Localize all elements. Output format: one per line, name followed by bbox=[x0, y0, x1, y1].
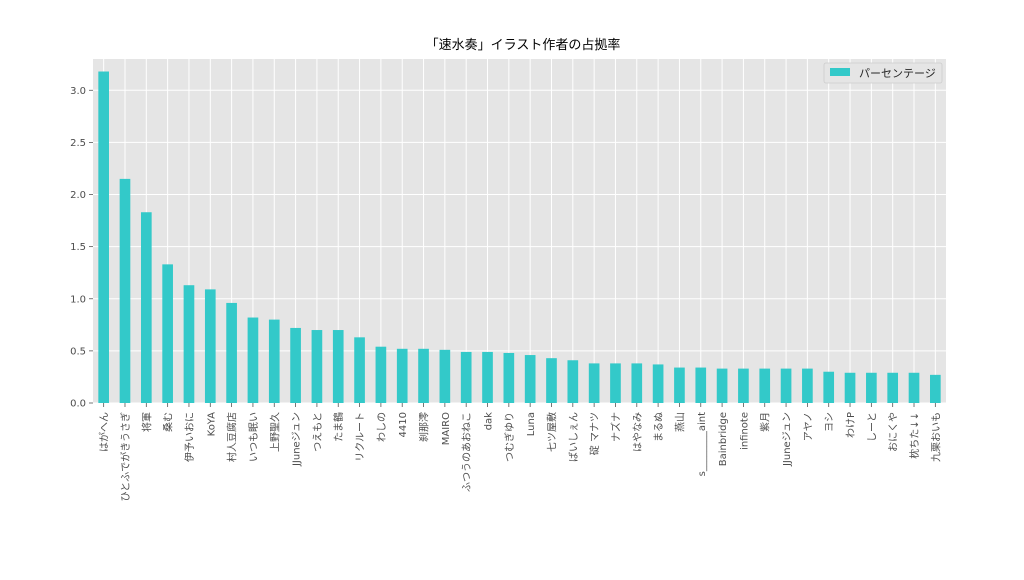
bar bbox=[162, 264, 173, 403]
bar bbox=[396, 348, 408, 403]
bar bbox=[204, 289, 216, 403]
legend: パーセンテージ bbox=[823, 62, 943, 84]
x-tick-label: しーと bbox=[866, 412, 878, 442]
bar bbox=[268, 319, 280, 403]
y-axis-ticks: 0.0 0.5 1.0 1.5 2.0 2.5 3.0 bbox=[70, 86, 93, 410]
x-tick-label: たま鶴 bbox=[332, 412, 345, 442]
x-tick-label: ヨシ bbox=[825, 412, 836, 432]
y-tick-label: 1.5 bbox=[70, 242, 86, 253]
x-tick-label: アヤノ bbox=[803, 412, 814, 441]
bar bbox=[695, 367, 707, 403]
bar bbox=[524, 355, 536, 403]
x-tick-label: 紫月 bbox=[760, 412, 772, 432]
bar bbox=[802, 368, 813, 403]
y-tick-label: 0.0 bbox=[70, 399, 86, 410]
x-tick-label: わしの bbox=[376, 412, 388, 442]
x-tick-label: ふつうのあおねこ bbox=[461, 412, 473, 492]
x-tick-label: s________aint bbox=[697, 412, 708, 476]
bar bbox=[546, 358, 557, 403]
bar bbox=[823, 371, 835, 403]
x-tick-label: 燕山 bbox=[674, 412, 686, 432]
bar bbox=[439, 349, 451, 403]
bar bbox=[98, 71, 109, 403]
x-tick-label: 4410 bbox=[398, 412, 409, 437]
bar bbox=[844, 372, 856, 403]
legend-box bbox=[823, 62, 943, 84]
y-tick-label: 2.0 bbox=[70, 190, 86, 201]
bar bbox=[226, 302, 237, 403]
bar bbox=[674, 367, 685, 403]
bar bbox=[588, 363, 600, 403]
bar bbox=[887, 372, 899, 403]
y-tick-label: 2.5 bbox=[70, 138, 86, 149]
x-tick-label: 上野聖久 bbox=[269, 412, 281, 452]
y-tick-label: 0.5 bbox=[70, 346, 86, 357]
x-tick-label: ひとふでがきうさぎ bbox=[119, 412, 132, 502]
x-tick-label: Luna bbox=[526, 412, 537, 436]
bar bbox=[332, 330, 344, 403]
y-tick-label: 3.0 bbox=[70, 86, 86, 97]
x-tick-label: 碇 マナツ bbox=[588, 412, 601, 455]
legend-label: パーセンテージ bbox=[859, 67, 936, 80]
x-tick-label: いつも眠い bbox=[248, 412, 260, 462]
x-tick-label: 村人豆腐店 bbox=[226, 412, 239, 462]
bar bbox=[866, 372, 877, 403]
bar bbox=[460, 351, 472, 403]
bar bbox=[738, 368, 749, 403]
x-tick-label: 桑む bbox=[163, 412, 175, 432]
bar bbox=[119, 178, 131, 403]
bar bbox=[140, 212, 152, 403]
x-tick-label: はがへん bbox=[98, 412, 111, 452]
plot-area bbox=[93, 59, 946, 403]
x-tick-label: JJuneジュン bbox=[292, 412, 303, 467]
bar bbox=[652, 364, 664, 403]
bar bbox=[311, 330, 323, 403]
bars bbox=[98, 71, 941, 403]
bar bbox=[567, 360, 579, 403]
x-tick-label: わけP bbox=[845, 412, 857, 438]
x-tick-label: まるぬ bbox=[653, 412, 665, 442]
x-tick-label: dak bbox=[484, 412, 495, 430]
bar bbox=[503, 352, 515, 403]
bar bbox=[418, 348, 429, 403]
x-tick-label: はやなみ bbox=[632, 412, 644, 452]
x-tick-label: 枕ちた↓↓ bbox=[908, 412, 921, 459]
x-tick-label: ナズナ bbox=[609, 412, 622, 442]
bar bbox=[183, 285, 195, 403]
bar bbox=[375, 346, 387, 403]
chart-title: 「速水奏」イラスト作者の占拠率 bbox=[426, 37, 621, 53]
bar bbox=[610, 363, 621, 403]
bar bbox=[247, 317, 259, 403]
x-tick-label: つむぎゆり bbox=[503, 412, 516, 462]
x-tick-label: KoYA bbox=[206, 412, 217, 437]
bar bbox=[908, 372, 920, 403]
bar bbox=[716, 368, 728, 403]
x-tick-label: MAIRO bbox=[441, 412, 452, 445]
x-tick-label: Bainbridge bbox=[718, 412, 729, 466]
x-axis-ticks: はがへん ひとふでがきうさぎ 将軍 桑む 伊予いおに KoYA 村人豆腐店 いつも眠い 上野聖久… bbox=[98, 403, 942, 502]
bar bbox=[780, 368, 792, 403]
x-tick-label: おにくや bbox=[888, 412, 900, 452]
x-tick-label: 九栗おいも bbox=[930, 412, 942, 462]
x-tick-label: 七ツ屋敷 bbox=[545, 412, 558, 452]
bar bbox=[290, 327, 301, 403]
x-tick-label: つえもと bbox=[312, 412, 324, 452]
x-tick-label: 刹那澪 bbox=[419, 412, 431, 442]
x-tick-label: 将軍 bbox=[141, 412, 153, 432]
x-tick-label: infinote bbox=[739, 412, 750, 450]
x-tick-label: JJuneジュン bbox=[782, 412, 793, 467]
legend-swatch bbox=[830, 68, 850, 76]
bar bbox=[354, 337, 365, 403]
x-tick-label: ばいしぇん bbox=[568, 412, 580, 462]
bar bbox=[631, 363, 643, 403]
x-tick-label: リクルート bbox=[355, 412, 367, 462]
bar bbox=[930, 374, 941, 403]
bar bbox=[482, 351, 493, 403]
y-tick-label: 1.0 bbox=[70, 294, 86, 305]
bar bbox=[759, 368, 771, 403]
x-tick-label: 伊予いおに bbox=[184, 412, 196, 462]
